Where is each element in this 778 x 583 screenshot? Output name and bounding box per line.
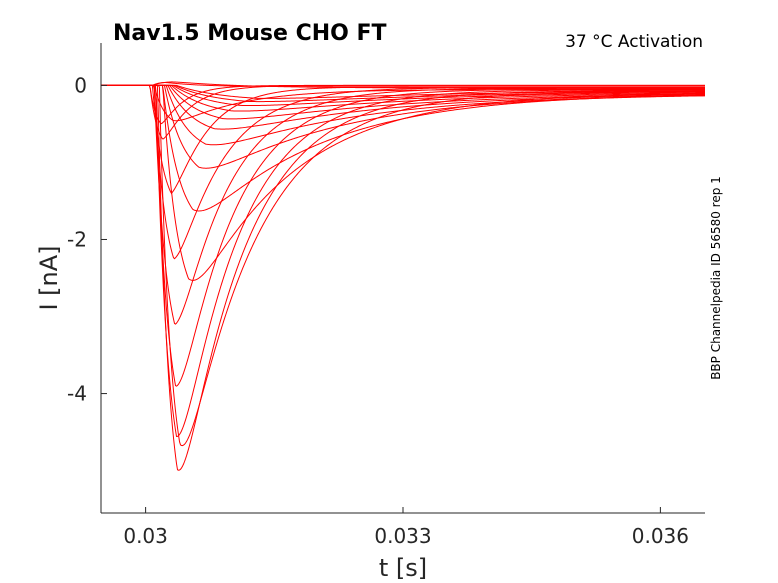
current-trace [101,84,706,99]
current-trace [101,84,706,146]
chart-subtitle: 37 °C Activation [565,32,703,52]
x-tick-label: 0.03 [123,524,168,548]
current-trace [101,84,706,120]
y-tick-label: 0 [74,73,87,97]
current-trace [101,84,706,107]
series-layer [101,81,706,471]
y-axis-title: I [nA] [35,245,63,310]
current-trace [101,84,705,447]
x-ticks: 0.03 0.033 0.036 [123,507,689,548]
current-trace [101,84,705,260]
current-trace [101,84,706,281]
y-tick-label: -2 [67,227,87,251]
y-ticks: 0 -2 -4 [67,73,107,406]
plot-area: 0.03 0.033 0.036 0 -2 -4 [67,43,706,548]
current-trace [101,84,705,325]
side-note: BBP Channelpedia ID 56580 rep 1 [709,176,723,380]
current-trace [101,84,706,130]
current-trace [101,84,706,112]
current-trace [101,84,705,471]
current-trace [101,84,705,387]
current-trace [101,84,705,103]
chart-title: Nav1.5 Mouse CHO FT [113,21,387,46]
current-trace [101,84,705,140]
current-trace [101,84,705,438]
x-tick-label: 0.033 [374,524,431,548]
x-tick-label: 0.036 [632,524,689,548]
y-tick-label: -4 [67,382,87,406]
current-trace [101,84,705,195]
x-axis-title: t [s] [379,554,427,582]
